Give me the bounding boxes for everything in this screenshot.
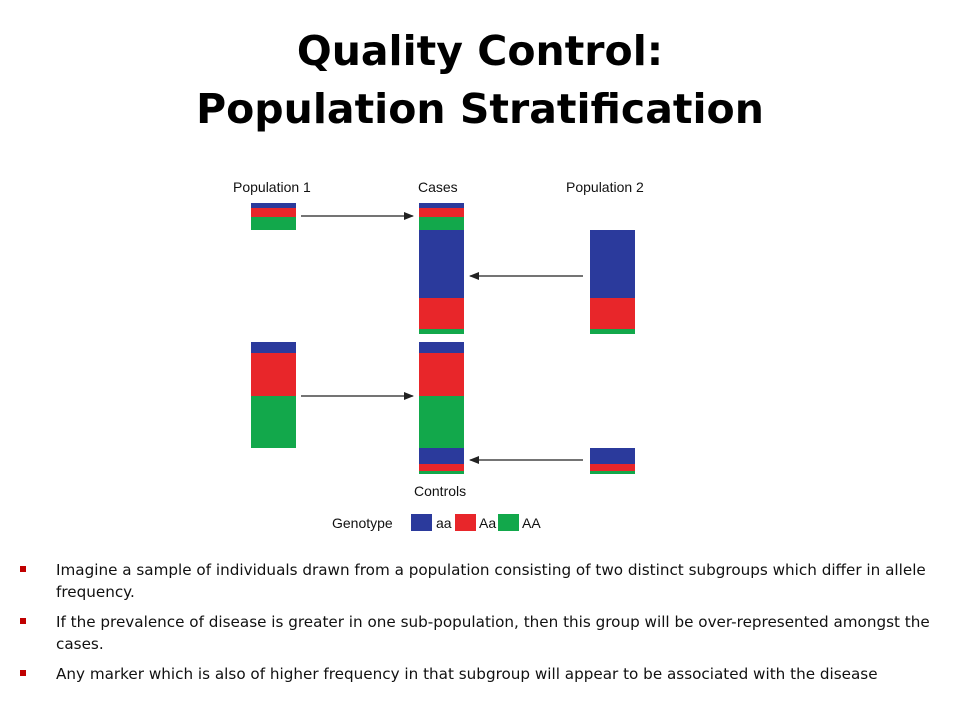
bar-segment-aa (590, 448, 635, 464)
cases-bar (419, 203, 464, 334)
bar-segment-AA (419, 471, 464, 474)
bar-segment-AA (419, 217, 464, 230)
bullet-item: Any marker which is also of higher frequ… (18, 663, 938, 685)
bullet-item: Imagine a sample of individuals drawn fr… (18, 559, 938, 603)
stratification-diagram: Population 1 Cases Population 2 (233, 179, 644, 531)
bullet-item: If the prevalence of disease is greater … (18, 611, 938, 655)
controls-bar (419, 342, 464, 474)
genotype-label: Genotype (332, 515, 393, 531)
bullet-list: Imagine a sample of individuals drawn fr… (18, 559, 938, 693)
bar-segment-Aa (419, 464, 464, 471)
population-1-cases-bar (251, 203, 296, 230)
title-line-1: Quality Control: (296, 27, 664, 75)
population-1-label: Population 1 (233, 179, 311, 195)
bar-segment-aa (251, 342, 296, 353)
genotype-legend: Genotype aa Aa AA (332, 514, 541, 531)
cases-label: Cases (418, 179, 458, 195)
bar-segment-aa (419, 448, 464, 464)
slide-title: Quality Control: Population Stratificati… (0, 22, 960, 138)
bar-segment-aa (419, 342, 464, 353)
bar-segment-AA (419, 396, 464, 448)
bar-segment-AA (251, 217, 296, 230)
legend-swatch-aa (411, 514, 432, 531)
legend-label-Aa: Aa (479, 515, 496, 531)
bar-segment-Aa (419, 298, 464, 329)
population-2-label: Population 2 (566, 179, 644, 195)
legend-label-aa: aa (436, 515, 452, 531)
controls-label: Controls (414, 483, 466, 499)
population-2-cases-bar (590, 230, 635, 334)
bar-segment-AA (251, 396, 296, 448)
bar-segment-aa (419, 230, 464, 298)
legend-swatch-Aa (455, 514, 476, 531)
legend-label-AA: AA (522, 515, 541, 531)
bar-segment-aa (419, 203, 464, 208)
bar-segment-AA (419, 329, 464, 334)
bar-segment-aa (590, 230, 635, 298)
bar-segment-Aa (251, 353, 296, 396)
bar-segment-Aa (419, 208, 464, 217)
title-line-2: Population Stratification (196, 85, 764, 133)
bar-segment-Aa (251, 208, 296, 217)
population-2-controls-bar (590, 448, 635, 474)
bar-segment-Aa (419, 353, 464, 396)
population-1-controls-bar (251, 342, 296, 448)
bar-segment-AA (590, 471, 635, 474)
bar-segment-aa (251, 203, 296, 208)
bar-segment-AA (590, 329, 635, 334)
bar-segment-Aa (590, 464, 635, 471)
bar-segment-Aa (590, 298, 635, 329)
legend-swatch-AA (498, 514, 519, 531)
